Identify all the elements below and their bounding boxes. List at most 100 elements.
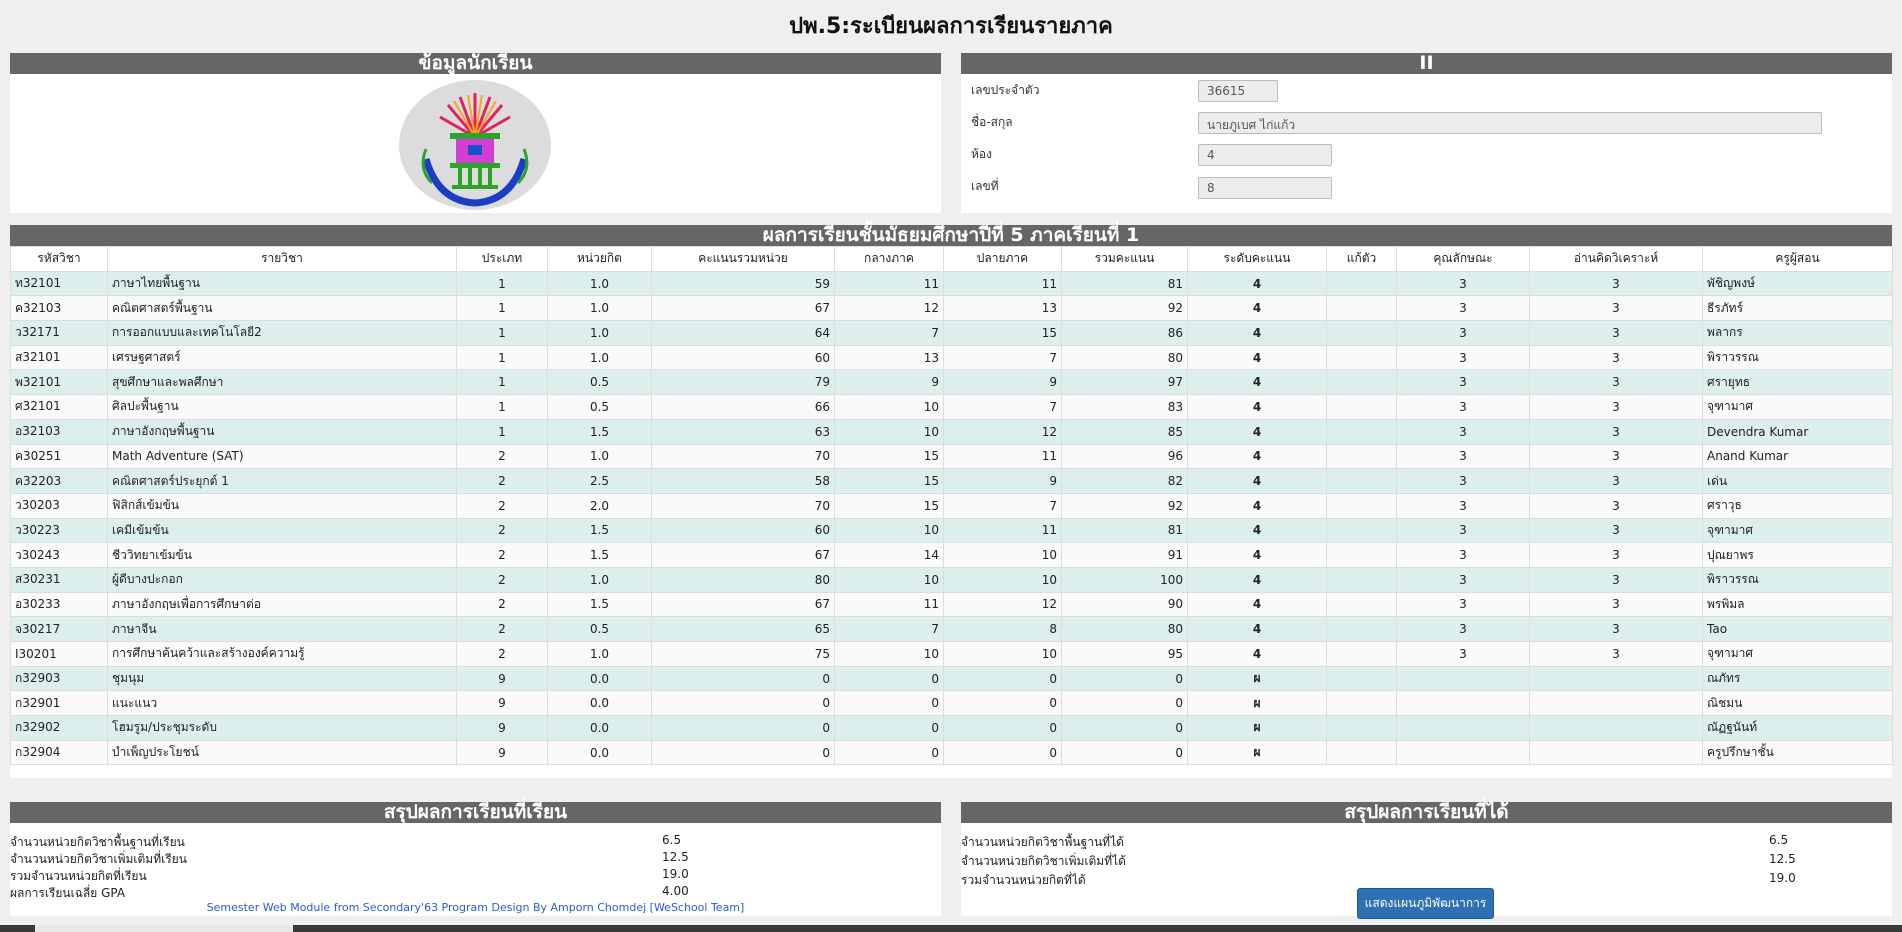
- cell-final: 10: [943, 566, 1062, 593]
- cell-credits: 1.0: [547, 641, 652, 667]
- col-header-attributes: คุณลักษณะ: [1396, 246, 1530, 272]
- cell-attributes: 3: [1396, 566, 1530, 593]
- cell-accumulated: 67: [651, 295, 835, 322]
- cell-midterm: 7: [834, 616, 944, 642]
- col-header-teacher: ครูผู้สอน: [1702, 246, 1893, 272]
- credit-link[interactable]: Semester Web Module from Secondary'63 Pr…: [206, 901, 745, 914]
- col-header-final: ปลายภาค: [943, 246, 1062, 272]
- seat-number-field[interactable]: 8: [1198, 177, 1332, 199]
- cell-accumulated: 59: [651, 270, 835, 297]
- cell-attributes: [1396, 665, 1530, 692]
- cell-subject: ชุมนุม: [107, 665, 457, 692]
- cell-attributes: 3: [1396, 394, 1530, 420]
- cell-type: 2: [456, 566, 548, 593]
- grades-table: รหัสวิชา รายวิชา ประเภท หน่วยกิต คะแนนรว…: [10, 246, 1893, 766]
- cell-retake: [1326, 270, 1397, 297]
- cell-teacher: ศราวุธ: [1702, 492, 1893, 519]
- col-header-reading: อ่านคิดวิเคราะห์: [1529, 246, 1703, 272]
- cell-final: 7: [943, 344, 1062, 371]
- cell-attributes: 3: [1396, 492, 1530, 519]
- cell-reading: [1529, 715, 1703, 741]
- student-id-label: เลขประจำตัว: [971, 83, 1040, 97]
- cell-accumulated: 75: [651, 641, 835, 667]
- taskbar-segment: [35, 925, 293, 932]
- room-field[interactable]: 4: [1198, 144, 1332, 166]
- cell-subject: เศรษฐศาสตร์: [107, 344, 457, 371]
- page-title: ปพ.5:ระเบียนผลการเรียนรายภาค: [789, 14, 1113, 39]
- cell-code: I30201: [10, 641, 108, 667]
- bottom-taskbar: [0, 925, 1902, 932]
- cell-grade: 4: [1187, 394, 1327, 420]
- cell-credits: 0.0: [547, 715, 652, 741]
- cell-grade: 4: [1187, 566, 1327, 593]
- cell-reading: 3: [1529, 344, 1703, 371]
- cell-grade: 4: [1187, 542, 1327, 568]
- cell-total: 0: [1061, 665, 1188, 692]
- cell-credits: 0.5: [547, 616, 652, 642]
- cell-credits: 2.5: [547, 468, 652, 494]
- cell-credits: 1.0: [547, 320, 652, 346]
- col-header-subject: รายวิชา: [107, 246, 457, 272]
- cell-type: 1: [456, 270, 548, 297]
- cell-midterm: 15: [834, 468, 944, 494]
- cell-teacher: พิราวรรณ: [1702, 344, 1893, 371]
- cell-subject: Math Adventure (SAT): [107, 443, 457, 470]
- cell-retake: [1326, 665, 1397, 692]
- cell-subject: ผู้ดีบางปะกอก: [107, 566, 457, 593]
- cell-attributes: 3: [1396, 616, 1530, 642]
- cell-midterm: 12: [834, 295, 944, 322]
- cell-retake: [1326, 369, 1397, 396]
- cell-reading: 3: [1529, 369, 1703, 396]
- cell-midterm: 11: [834, 591, 944, 618]
- cell-midterm: 9: [834, 369, 944, 396]
- student-name-field[interactable]: นายภูเบศ ไก่แก้ว: [1198, 112, 1822, 134]
- cell-credits: 1.0: [547, 443, 652, 470]
- summary-earned-panel: สรุปผลการเรียนที่ได้ จำนวนหน่วยกิตวิชาพื…: [961, 802, 1892, 919]
- cell-accumulated: 0: [651, 715, 835, 741]
- cell-reading: [1529, 690, 1703, 717]
- cell-code: ค32103: [10, 295, 108, 322]
- cell-teacher: ณัฏฐนันท์: [1702, 715, 1893, 741]
- cell-code: ว32171: [10, 320, 108, 346]
- cell-credits: 0.0: [547, 739, 652, 766]
- cell-reading: 3: [1529, 270, 1703, 297]
- cell-final: 11: [943, 270, 1062, 297]
- cell-grade: 4: [1187, 369, 1327, 396]
- show-progress-chart-button[interactable]: แสดงแผนภูมิพัฒนาการ: [1357, 888, 1494, 919]
- cell-grade: 4: [1187, 492, 1327, 519]
- summary-earned-value-3: 19.0: [1769, 871, 1796, 885]
- cell-midterm: 15: [834, 443, 944, 470]
- cell-accumulated: 70: [651, 443, 835, 470]
- cell-code: อ30233: [10, 591, 108, 618]
- cell-type: 2: [456, 492, 548, 519]
- cell-type: 2: [456, 641, 548, 667]
- cell-attributes: [1396, 690, 1530, 717]
- cell-subject: ชีววิทยาเข้มข้น: [107, 542, 457, 568]
- cell-total: 91: [1061, 542, 1188, 568]
- cell-credits: 1.5: [547, 517, 652, 544]
- cell-teacher: Tao: [1702, 616, 1893, 642]
- grades-header-row: รหัสวิชา รายวิชา ประเภท หน่วยกิต คะแนนรว…: [10, 246, 1893, 272]
- cell-total: 80: [1061, 616, 1188, 642]
- cell-accumulated: 60: [651, 517, 835, 544]
- table-row: ค32103 คณิตศาสตร์พื้นฐาน 1 1.0 67 12 13 92 4 3 3 ธี…: [10, 295, 1893, 322]
- student-info-heading: ข้อมูลนักเรียน: [10, 53, 941, 74]
- cell-subject: ภาษาอังกฤษพื้นฐาน: [107, 418, 457, 445]
- cell-grade: 4: [1187, 443, 1327, 470]
- cell-total: 97: [1061, 369, 1188, 396]
- cell-type: 2: [456, 591, 548, 618]
- cell-accumulated: 67: [651, 591, 835, 618]
- table-row: อ30233 ภาษาอังกฤษเพื่อการศึกษาต่อ 2 1.5 67 11…: [10, 591, 1893, 618]
- cell-subject: การศึกษาค้นคว้าและสร้างองค์ความรู้: [107, 641, 457, 667]
- cell-code: ก32902: [10, 715, 108, 741]
- cell-attributes: 3: [1396, 320, 1530, 346]
- cell-grade: 4: [1187, 591, 1327, 618]
- student-id-field[interactable]: 36615: [1198, 80, 1278, 102]
- summary-studied-value-3: 19.0: [662, 867, 689, 881]
- cell-credits: 1.5: [547, 542, 652, 568]
- cell-reading: 3: [1529, 591, 1703, 618]
- table-row: ว30203 ฟิสิกส์เข้มข้น 2 2.0 70 15 7 92 4 3 3 ศราวุธ: [10, 492, 1893, 519]
- cell-type: 9: [456, 665, 548, 692]
- cell-type: 9: [456, 690, 548, 717]
- cell-accumulated: 0: [651, 690, 835, 717]
